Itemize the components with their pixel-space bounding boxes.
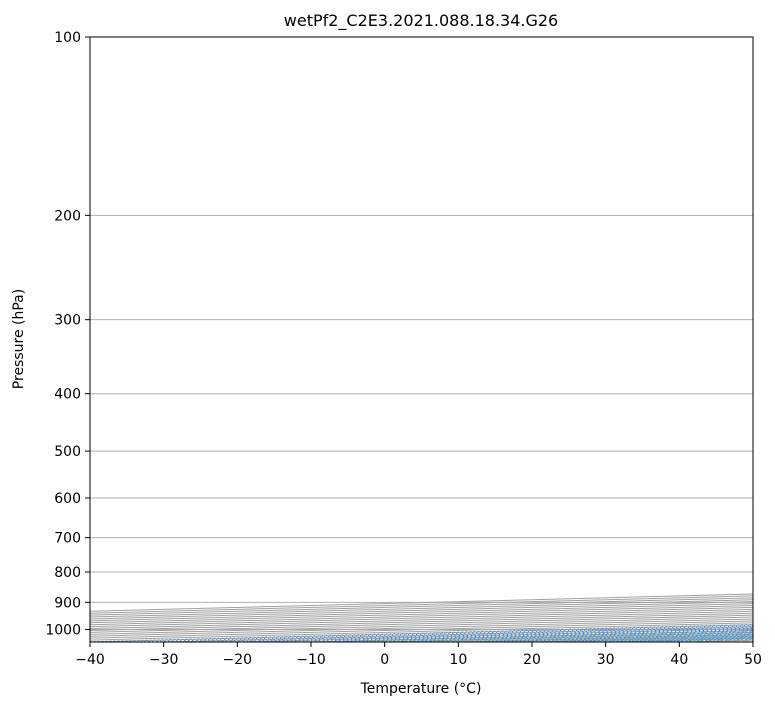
y-tick-label: 600 <box>54 491 81 507</box>
chart-title: wetPf2_C2E3.2021.088.18.34.G26 <box>284 11 558 31</box>
y-tick-label: 900 <box>54 595 81 611</box>
x-axis: −40 −30 −20 −10 0 10 20 30 40 50 <box>75 642 762 668</box>
x-tick-label: 0 <box>380 652 389 668</box>
x-tick-label: 20 <box>523 652 541 668</box>
x-tick-label: 50 <box>744 652 762 668</box>
x-tick-label: −30 <box>149 652 179 668</box>
y-axis-title: Pressure (hPa) <box>11 289 27 389</box>
y-tick-label: 1000 <box>45 622 81 638</box>
y-tick-label: 700 <box>54 531 81 547</box>
x-tick-label: 10 <box>449 652 467 668</box>
plot-frame <box>89 36 754 643</box>
plot-area: -100-90-80-70-60-50-40-30-20-10010203040… <box>90 37 753 642</box>
y-tick-label: 100 <box>54 30 81 46</box>
y-tick-label: 800 <box>54 565 81 581</box>
y-tick-label: 300 <box>54 313 81 329</box>
x-tick-label: 30 <box>597 652 615 668</box>
x-tick-label: −40 <box>75 652 105 668</box>
y-tick-label: 400 <box>54 387 81 403</box>
x-tick-label: 40 <box>670 652 688 668</box>
y-tick-label: 500 <box>54 444 81 460</box>
x-tick-label: −20 <box>223 652 253 668</box>
x-tick-label: −10 <box>296 652 326 668</box>
x-axis-title: Temperature (°C) <box>360 681 482 697</box>
y-tick-label: 200 <box>54 208 81 224</box>
y-axis: 100 200 300 400 500 600 700 800 900 1000 <box>45 30 90 638</box>
